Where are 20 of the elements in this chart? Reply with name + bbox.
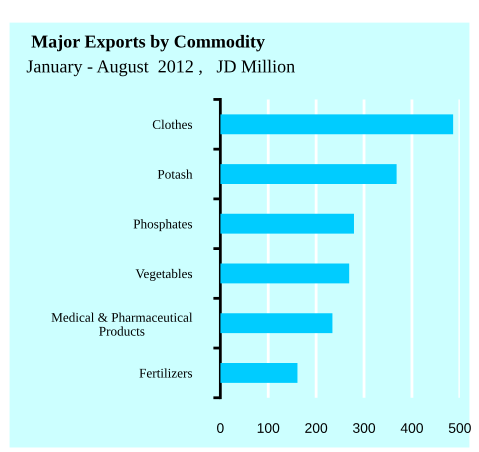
bar xyxy=(220,164,397,184)
y-tick-label: Medical & Pharmaceutical Products xyxy=(52,312,192,336)
x-tick-label: 300 xyxy=(352,423,376,433)
x-tick-label: 0 xyxy=(217,423,224,433)
x-tick-label: 500 xyxy=(448,423,471,433)
y-tick-label: Phosphates xyxy=(134,219,192,232)
bar xyxy=(220,264,350,284)
x-tick-label: 100 xyxy=(258,423,280,433)
bar xyxy=(220,214,354,234)
chart-title: Major Exports by Commodity xyxy=(31,34,265,52)
bar xyxy=(220,313,332,334)
x-tick-label: 200 xyxy=(305,423,328,433)
x-tick-label: 400 xyxy=(400,423,423,433)
y-tick-label: Potash xyxy=(158,169,192,179)
bar xyxy=(220,114,454,134)
bar xyxy=(220,362,298,383)
chart-subtitle: January - August 2012 , JD Million xyxy=(26,60,295,76)
y-tick-label: Vegetables xyxy=(136,268,192,281)
y-tick-label: Fertilizers xyxy=(139,368,192,378)
y-tick-label: Clothes xyxy=(152,120,192,130)
